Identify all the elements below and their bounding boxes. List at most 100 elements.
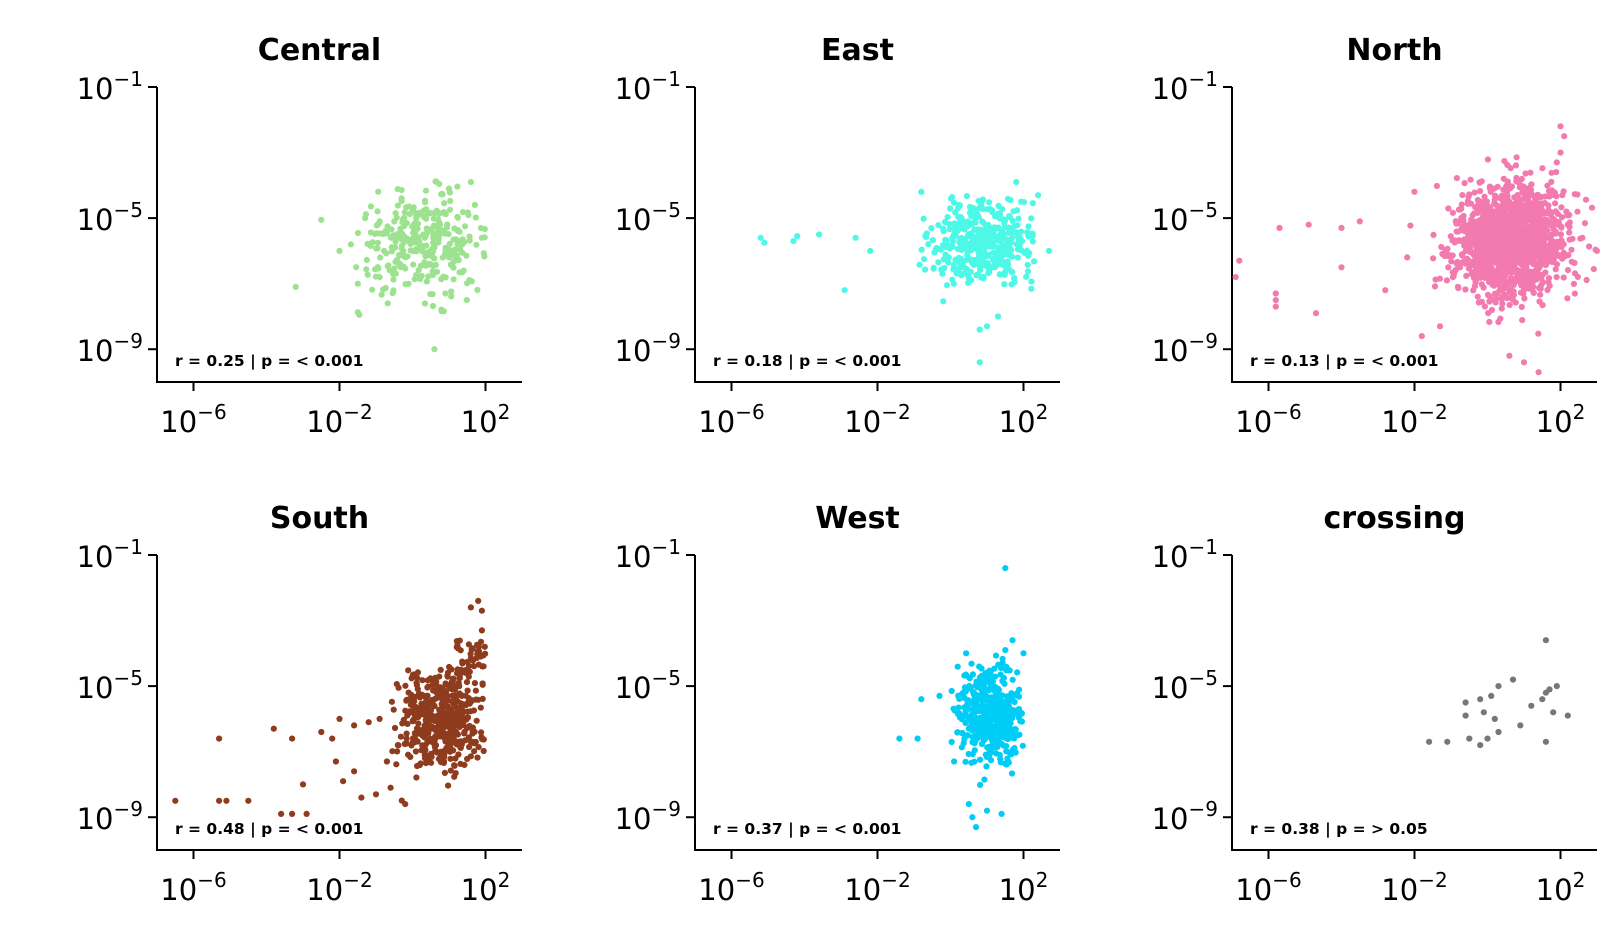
data-point bbox=[416, 761, 423, 769]
data-point bbox=[988, 263, 996, 270]
y-tick-exponent: −1 bbox=[652, 67, 681, 91]
data-point bbox=[980, 721, 987, 728]
data-point bbox=[1460, 217, 1467, 224]
data-point bbox=[941, 219, 949, 226]
data-point bbox=[1426, 738, 1433, 745]
data-point bbox=[467, 650, 474, 658]
data-point bbox=[1534, 243, 1541, 250]
data-point bbox=[456, 675, 463, 682]
x-tick-exponent: −2 bbox=[1418, 868, 1447, 892]
panel-title: West bbox=[815, 501, 900, 536]
data-point bbox=[1496, 215, 1503, 222]
data-point bbox=[1521, 295, 1528, 302]
data-point bbox=[973, 678, 980, 685]
data-point bbox=[446, 254, 453, 261]
data-point bbox=[1553, 169, 1560, 176]
data-point bbox=[413, 210, 420, 217]
data-point bbox=[986, 239, 993, 247]
data-point bbox=[403, 730, 410, 737]
data-point bbox=[969, 727, 976, 734]
data-point bbox=[1542, 269, 1549, 276]
data-point bbox=[955, 213, 962, 220]
data-point bbox=[465, 641, 472, 648]
data-point bbox=[422, 253, 429, 260]
data-point bbox=[1514, 214, 1521, 221]
data-point bbox=[216, 797, 223, 804]
data-point bbox=[1543, 243, 1550, 250]
data-point bbox=[441, 200, 448, 207]
data-point bbox=[975, 213, 982, 220]
data-point bbox=[390, 276, 397, 283]
data-point bbox=[1537, 291, 1544, 298]
y-tick-base: 10 bbox=[1152, 540, 1189, 574]
y-tick-exponent: −9 bbox=[1189, 329, 1218, 353]
data-point bbox=[443, 224, 450, 231]
y-tick-base: 10 bbox=[77, 671, 114, 705]
data-point bbox=[1470, 258, 1477, 265]
data-point bbox=[1513, 154, 1520, 161]
data-point bbox=[1566, 211, 1573, 219]
axis-spines bbox=[1231, 555, 1597, 851]
data-point bbox=[1474, 205, 1482, 212]
data-point bbox=[351, 722, 358, 729]
data-point bbox=[1493, 202, 1500, 209]
data-point bbox=[918, 188, 925, 195]
data-point bbox=[1436, 275, 1443, 282]
data-point bbox=[1035, 192, 1042, 199]
data-point bbox=[1492, 192, 1499, 199]
data-point bbox=[354, 229, 362, 237]
data-point bbox=[427, 707, 434, 714]
data-point bbox=[446, 240, 453, 247]
x-tick-label: 10−2 bbox=[1381, 868, 1447, 907]
data-point bbox=[1469, 212, 1476, 219]
data-point bbox=[427, 675, 434, 682]
data-point bbox=[982, 751, 989, 758]
data-point bbox=[994, 313, 1002, 320]
data-point bbox=[983, 807, 991, 814]
x-tick-exponent: −6 bbox=[735, 868, 764, 892]
data-point bbox=[454, 213, 461, 220]
data-point bbox=[1541, 234, 1548, 241]
data-point bbox=[968, 759, 975, 766]
x-tick-base: 10 bbox=[160, 873, 197, 907]
data-point bbox=[998, 810, 1005, 818]
panel-title: East bbox=[821, 33, 894, 68]
x-tick-base: 10 bbox=[1381, 405, 1418, 439]
data-point bbox=[1014, 669, 1021, 676]
data-point bbox=[1534, 229, 1541, 236]
x-tick-label: 102 bbox=[461, 400, 511, 439]
data-point bbox=[1411, 188, 1418, 195]
y-tick-base: 10 bbox=[1152, 671, 1189, 705]
data-point bbox=[1564, 267, 1572, 274]
data-point bbox=[994, 742, 1001, 749]
data-point bbox=[997, 671, 1004, 678]
data-point bbox=[449, 678, 456, 685]
data-point bbox=[475, 744, 482, 751]
data-point bbox=[925, 241, 932, 248]
data-point bbox=[983, 712, 990, 720]
data-point bbox=[1590, 266, 1597, 273]
data-point bbox=[447, 767, 454, 774]
x-tick-label: 10−2 bbox=[844, 400, 910, 439]
data-point bbox=[414, 225, 421, 232]
data-point bbox=[1430, 231, 1437, 238]
data-point bbox=[410, 706, 417, 713]
scatter-points bbox=[172, 597, 489, 818]
data-point bbox=[383, 758, 390, 765]
data-point bbox=[1469, 250, 1477, 257]
data-point bbox=[374, 239, 381, 246]
data-point bbox=[436, 231, 443, 238]
data-point bbox=[1507, 165, 1514, 172]
data-point bbox=[963, 265, 970, 273]
data-point bbox=[1542, 689, 1549, 696]
x-tick-label: 102 bbox=[1536, 400, 1586, 439]
data-point bbox=[1014, 222, 1021, 229]
data-point bbox=[394, 202, 401, 209]
data-point bbox=[432, 674, 439, 681]
data-point bbox=[1477, 274, 1484, 281]
data-point bbox=[1513, 227, 1520, 234]
data-point bbox=[1577, 235, 1584, 242]
data-point bbox=[1276, 224, 1283, 231]
data-point bbox=[1553, 261, 1560, 268]
data-point bbox=[384, 223, 391, 230]
